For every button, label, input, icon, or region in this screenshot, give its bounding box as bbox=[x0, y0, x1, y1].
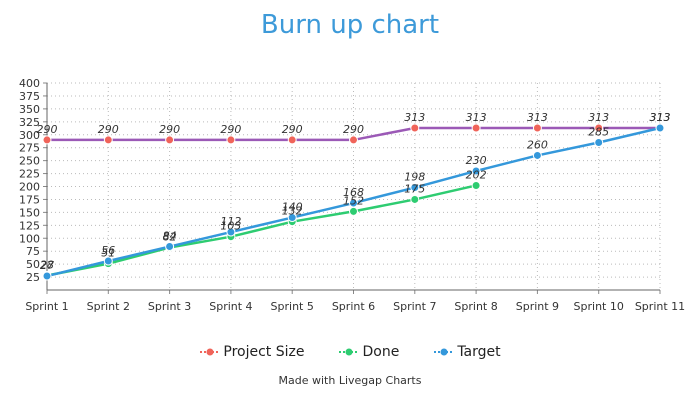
project-size-data-label: 290 bbox=[98, 123, 119, 136]
done-data-label: 28 bbox=[40, 259, 54, 272]
project-size-data-label: 313 bbox=[588, 111, 609, 124]
legend-swatch-done bbox=[339, 348, 360, 356]
target-data-label: 313 bbox=[650, 111, 671, 124]
y-tick-label: 325 bbox=[19, 116, 40, 129]
target-point bbox=[165, 242, 175, 252]
legend-label-done: Done bbox=[362, 344, 400, 360]
target-data-label: 230 bbox=[466, 154, 487, 167]
y-tick-label: 175 bbox=[19, 193, 40, 206]
x-tick-label: Sprint 3 bbox=[148, 300, 191, 313]
target-point bbox=[103, 256, 113, 266]
credit-text: Made with Livegap Charts bbox=[278, 374, 422, 387]
x-tick-label: Sprint 11 bbox=[635, 300, 685, 313]
x-tick-label: Sprint 5 bbox=[271, 300, 314, 313]
project-size-point bbox=[287, 135, 297, 145]
y-tick-label: 400 bbox=[19, 77, 40, 90]
project-size-point bbox=[226, 135, 236, 145]
x-tick-label: Sprint 10 bbox=[574, 300, 624, 313]
target-point bbox=[532, 150, 542, 160]
project-size-point bbox=[410, 123, 420, 133]
x-tick-label: Sprint 1 bbox=[25, 300, 68, 313]
project-size-point bbox=[165, 135, 175, 145]
project-size-point bbox=[349, 135, 358, 145]
done-data-label: 202 bbox=[466, 168, 487, 181]
chart-title: Burn up chart bbox=[260, 10, 440, 40]
done-data-label: 152 bbox=[343, 194, 364, 207]
project-size-data-label: 290 bbox=[282, 123, 303, 136]
project-size-data-label: 290 bbox=[343, 123, 364, 136]
legend-label-project-size: Project Size bbox=[223, 344, 305, 360]
project-size-data-label: 290 bbox=[37, 123, 58, 136]
target-data-label: 140 bbox=[282, 201, 303, 214]
done-data-label: 82 bbox=[163, 231, 177, 244]
x-tick-label: Sprint 2 bbox=[87, 300, 130, 313]
target-point bbox=[287, 213, 297, 223]
project-size-data-label: 290 bbox=[159, 123, 180, 136]
y-tick-label: 125 bbox=[19, 219, 40, 232]
x-tick-label: Sprint 4 bbox=[209, 300, 252, 313]
legend-swatch-target bbox=[434, 348, 455, 356]
series-lines bbox=[42, 123, 665, 281]
project-size-point bbox=[532, 123, 542, 133]
x-tick-label: Sprint 8 bbox=[454, 300, 497, 313]
x-tick-label: Sprint 7 bbox=[393, 300, 436, 313]
project-size-data-label: 313 bbox=[650, 111, 671, 124]
y-tick-label: 275 bbox=[19, 142, 40, 155]
x-tick-label: Sprint 6 bbox=[332, 300, 375, 313]
target-data-label: 84 bbox=[163, 230, 177, 243]
done-point bbox=[410, 194, 420, 204]
y-tick-label: 200 bbox=[19, 181, 40, 194]
project-size-data-label: 313 bbox=[404, 111, 425, 124]
project-size-point bbox=[103, 135, 113, 145]
target-data-label: 168 bbox=[343, 186, 364, 199]
y-tick-label: 50 bbox=[26, 258, 40, 271]
done-data-label: 51 bbox=[101, 247, 115, 260]
legend-swatch-project-size bbox=[200, 348, 221, 356]
project-size-data-label: 313 bbox=[466, 111, 487, 124]
target-data-label: 112 bbox=[220, 215, 241, 228]
target-point bbox=[42, 271, 52, 281]
project-size-data-label: 290 bbox=[220, 123, 241, 136]
y-tick-label: 350 bbox=[19, 103, 40, 116]
target-data-label: 27 bbox=[40, 259, 54, 272]
target-data-label: 56 bbox=[101, 244, 115, 257]
legend-item-project-size[interactable]: Project Size bbox=[199, 344, 304, 360]
target-point bbox=[655, 123, 665, 133]
project-size-point bbox=[471, 123, 481, 133]
done-line bbox=[46, 184, 477, 277]
legend-label-target: Target bbox=[457, 344, 501, 360]
legend-item-target[interactable]: Target bbox=[433, 344, 501, 360]
target-point bbox=[410, 183, 420, 193]
target-point bbox=[226, 227, 236, 237]
project-size-point bbox=[594, 123, 604, 133]
legend: Project Size Done Target bbox=[0, 344, 700, 360]
axes: 2550751001251501752002252502753003253503… bbox=[19, 77, 685, 313]
target-data-label: 198 bbox=[404, 171, 425, 184]
y-tick-label: 375 bbox=[19, 90, 40, 103]
y-tick-label: 25 bbox=[26, 271, 40, 284]
y-tick-label: 100 bbox=[19, 232, 40, 245]
target-data-label: 285 bbox=[588, 126, 609, 139]
y-tick-label: 75 bbox=[26, 245, 40, 258]
y-tick-label: 150 bbox=[19, 206, 40, 219]
target-data-label: 260 bbox=[527, 138, 548, 151]
project-size-point bbox=[42, 135, 52, 145]
target-point bbox=[471, 166, 481, 176]
y-tick-label: 250 bbox=[19, 155, 40, 168]
done-point bbox=[349, 206, 358, 216]
x-tick-label: Sprint 9 bbox=[516, 300, 559, 313]
data-labels: 290 290 290 290 290 290 313 313 313 313 313 28 51 82 1… bbox=[37, 111, 671, 272]
target-point bbox=[349, 198, 358, 208]
legend-item-done[interactable]: Done bbox=[338, 344, 399, 360]
done-data-label: 103 bbox=[220, 220, 241, 233]
y-tick-label: 300 bbox=[19, 129, 40, 142]
target-point bbox=[594, 138, 604, 148]
done-data-label: 175 bbox=[404, 182, 425, 195]
y-tick-label: 225 bbox=[19, 168, 40, 181]
done-point bbox=[471, 180, 481, 190]
done-data-label: 132 bbox=[282, 205, 303, 218]
project-size-data-label: 313 bbox=[527, 111, 548, 124]
